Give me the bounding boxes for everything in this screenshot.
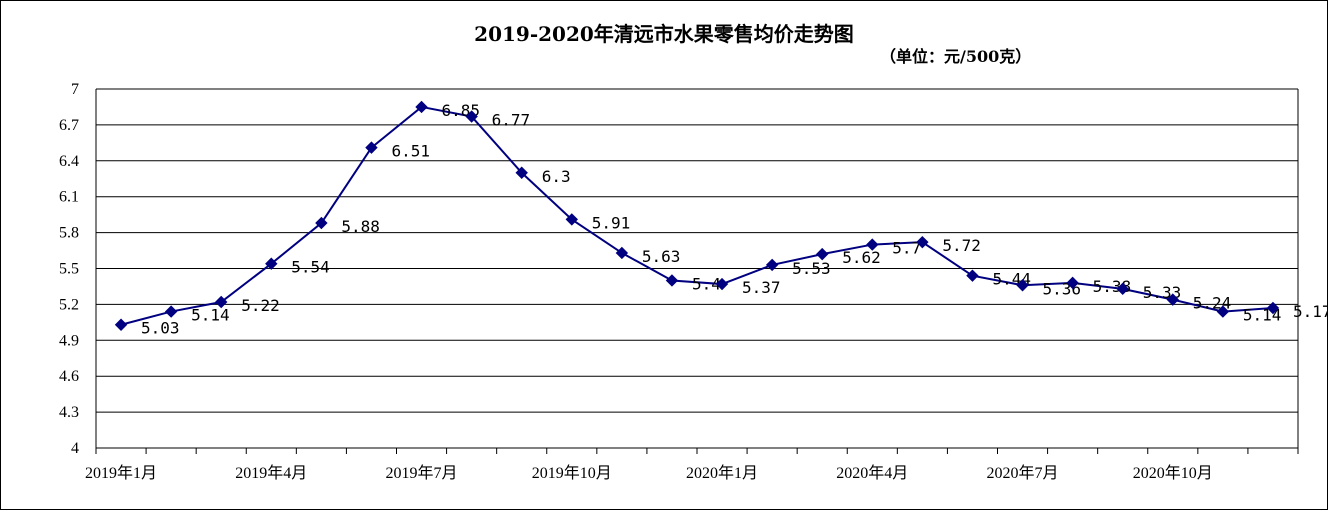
data-point-marker	[315, 216, 328, 230]
data-label: 5.03	[141, 319, 180, 338]
y-tick-label: 4.9	[59, 332, 79, 349]
data-point-marker	[114, 318, 128, 331]
data-label: 5.63	[642, 247, 681, 266]
x-tick-label: 2020年7月	[987, 464, 1059, 482]
y-tick-label: 7	[71, 81, 79, 98]
data-label: 5.7	[892, 239, 921, 258]
data-label: 5.53	[792, 259, 831, 278]
data-label: 5.62	[842, 248, 881, 267]
data-point-marker	[916, 235, 929, 249]
x-tick-label: 2019年1月	[85, 464, 157, 482]
y-tick-label: 5.2	[59, 296, 79, 313]
data-label: 6.77	[492, 111, 531, 130]
data-label: 5.14	[191, 306, 230, 325]
x-tick-label: 2020年1月	[686, 464, 758, 482]
x-tick-label: 2019年10月	[532, 464, 612, 482]
y-tick-label: 5.5	[59, 261, 79, 278]
data-point-marker	[215, 295, 228, 309]
y-tick-label: 4.6	[59, 368, 79, 385]
data-point-marker	[265, 257, 278, 270]
y-tick-label: 4	[71, 440, 79, 457]
data-label: 5.72	[942, 236, 981, 255]
y-tick-label: 5.8	[59, 225, 79, 242]
data-point-marker	[365, 141, 378, 154]
x-tick-label: 2020年10月	[1133, 464, 1213, 482]
y-tick-label: 6.1	[59, 189, 79, 206]
data-label: 6.51	[391, 142, 430, 161]
data-point-marker	[1266, 301, 1280, 315]
data-label: 5.17	[1293, 302, 1328, 321]
data-point-marker	[1016, 279, 1029, 292]
data-point-marker	[816, 247, 829, 261]
data-point-marker	[866, 238, 879, 251]
data-point-marker	[966, 269, 979, 282]
data-label: 5.91	[592, 213, 631, 232]
data-point-marker	[615, 246, 629, 260]
data-point-marker	[415, 100, 428, 114]
data-label: 5.54	[291, 258, 330, 277]
data-label: 5.88	[341, 217, 380, 236]
data-point-marker	[1066, 276, 1079, 290]
x-tick-label: 2019年4月	[235, 464, 307, 482]
data-point-marker	[515, 166, 528, 179]
data-point-marker	[164, 305, 178, 318]
y-tick-label: 6.7	[59, 117, 79, 134]
data-point-marker	[1166, 293, 1179, 306]
data-point-marker	[765, 258, 779, 272]
x-tick-label: 2019年7月	[386, 464, 458, 482]
y-tick-label: 6.4	[59, 153, 79, 170]
x-tick-label: 2020年4月	[836, 464, 908, 482]
y-tick-label: 4.3	[59, 404, 79, 421]
data-point-marker	[715, 277, 729, 291]
chart-unit-subtitle: （单位：元/500克）	[880, 47, 1032, 66]
data-point-marker	[465, 110, 478, 123]
data-point-marker	[1116, 282, 1129, 296]
data-point-marker	[665, 274, 679, 287]
data-point-marker	[1216, 305, 1230, 318]
data-label: 5.4	[692, 274, 721, 293]
series-line	[120, 105, 1274, 326]
data-label: 5.37	[742, 278, 781, 297]
chart-title: 2019-2020年清远市水果零售均价走势图	[474, 22, 854, 46]
data-point-marker	[565, 213, 578, 226]
data-label: 6.3	[542, 167, 571, 186]
data-label: 5.22	[241, 296, 280, 315]
